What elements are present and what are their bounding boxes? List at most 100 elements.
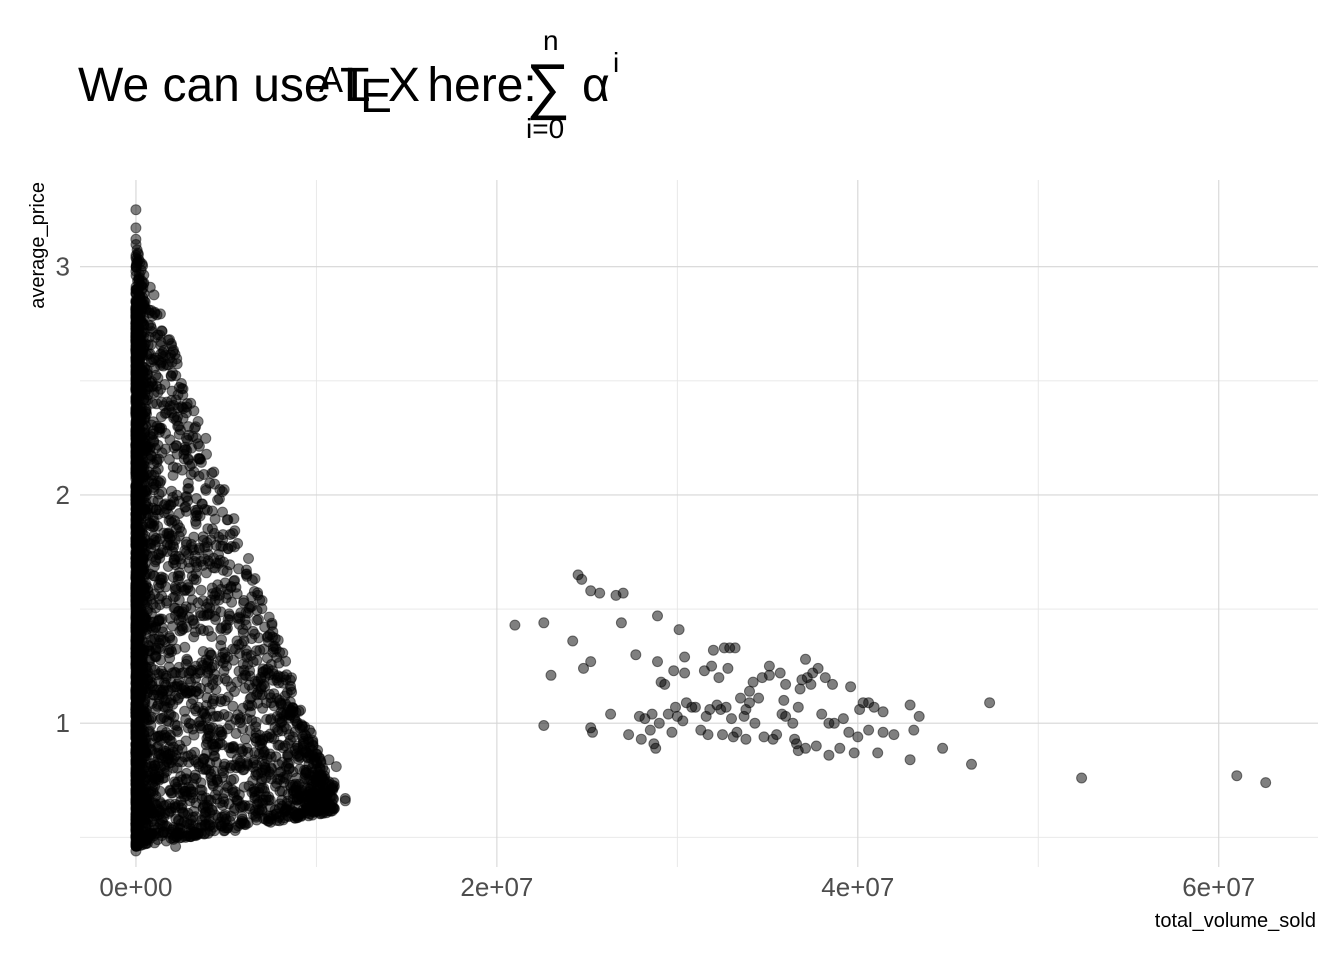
data-point [230, 728, 242, 739]
data-point [330, 761, 342, 773]
data-point [848, 747, 860, 759]
data-point [749, 717, 761, 729]
data-point [339, 795, 351, 807]
data-point [163, 757, 175, 769]
data-point [180, 735, 192, 747]
data-point [635, 733, 647, 745]
data-point [152, 741, 164, 752]
data-point [707, 644, 719, 656]
data-point [241, 757, 253, 769]
data-point [653, 717, 665, 729]
data-point [240, 644, 252, 656]
data-point [270, 643, 282, 655]
data-point [984, 697, 996, 709]
data-point [810, 740, 822, 752]
data-point [243, 553, 254, 564]
data-point [819, 672, 831, 684]
data-point [130, 252, 142, 264]
data-point [238, 781, 250, 793]
data-point [176, 620, 188, 632]
data-point [173, 420, 185, 432]
data-point [204, 647, 216, 659]
data-point [170, 580, 182, 592]
data-point [257, 733, 269, 745]
data-point [937, 742, 949, 754]
data-point [217, 540, 229, 552]
data-point [262, 667, 274, 679]
data-point [162, 702, 174, 713]
x-tick-label: 2e+07 [460, 872, 533, 902]
data-point [148, 520, 160, 532]
data-point [215, 640, 227, 652]
data-point [180, 407, 192, 419]
data-point [578, 662, 589, 674]
data-point [132, 643, 144, 655]
data-point [184, 795, 196, 807]
data-point [877, 706, 889, 718]
data-point [175, 818, 187, 830]
data-point [294, 786, 306, 798]
data-point [204, 602, 216, 614]
data-point [130, 504, 142, 516]
data-point [264, 748, 276, 760]
data-point [164, 630, 175, 642]
data-point [301, 804, 313, 816]
data-point [137, 278, 149, 290]
data-points [130, 204, 1272, 857]
title-latex-x: X [388, 59, 420, 112]
data-point [240, 619, 252, 631]
data-point [323, 754, 335, 766]
data-point [155, 336, 167, 348]
data-point [206, 631, 218, 642]
data-point [206, 804, 218, 816]
data-point [729, 642, 741, 654]
x-axis-title: total_volume_sold [1155, 910, 1316, 932]
data-point [246, 700, 258, 711]
alpha-symbol: α [582, 59, 610, 112]
data-point [188, 772, 200, 784]
data-point [904, 699, 916, 711]
data-point [218, 484, 230, 496]
sum-symbol: ∑ [526, 52, 570, 121]
data-point [198, 828, 210, 840]
data-point [152, 758, 164, 770]
data-point [201, 504, 213, 516]
data-point [187, 431, 199, 442]
data-point [148, 289, 160, 301]
data-point [138, 311, 149, 323]
data-point [165, 370, 177, 381]
data-point [794, 683, 806, 695]
data-point [615, 617, 627, 629]
data-point [659, 678, 671, 690]
title-latex-t: T [340, 59, 369, 112]
data-point [247, 775, 259, 787]
data-point [209, 562, 221, 574]
data-point [208, 668, 220, 680]
data-point [185, 828, 196, 840]
data-point [843, 726, 855, 738]
data-point [173, 508, 185, 519]
data-point [130, 758, 142, 770]
data-point [185, 749, 197, 761]
data-point [130, 831, 142, 843]
data-point [863, 724, 875, 736]
data-point [150, 554, 162, 566]
data-point [180, 501, 192, 513]
data-point [650, 742, 662, 754]
data-point [904, 754, 916, 766]
data-point [131, 427, 143, 439]
data-point [130, 396, 142, 408]
data-point [585, 656, 597, 668]
data-point [240, 733, 251, 745]
data-point [731, 726, 743, 738]
data-point [238, 595, 250, 606]
data-point [594, 587, 606, 599]
data-point [171, 353, 183, 365]
data-point [219, 787, 231, 799]
data-point [140, 613, 152, 625]
data-point [249, 628, 261, 640]
data-point [780, 678, 792, 690]
data-point [131, 385, 142, 397]
data-point [291, 772, 303, 784]
